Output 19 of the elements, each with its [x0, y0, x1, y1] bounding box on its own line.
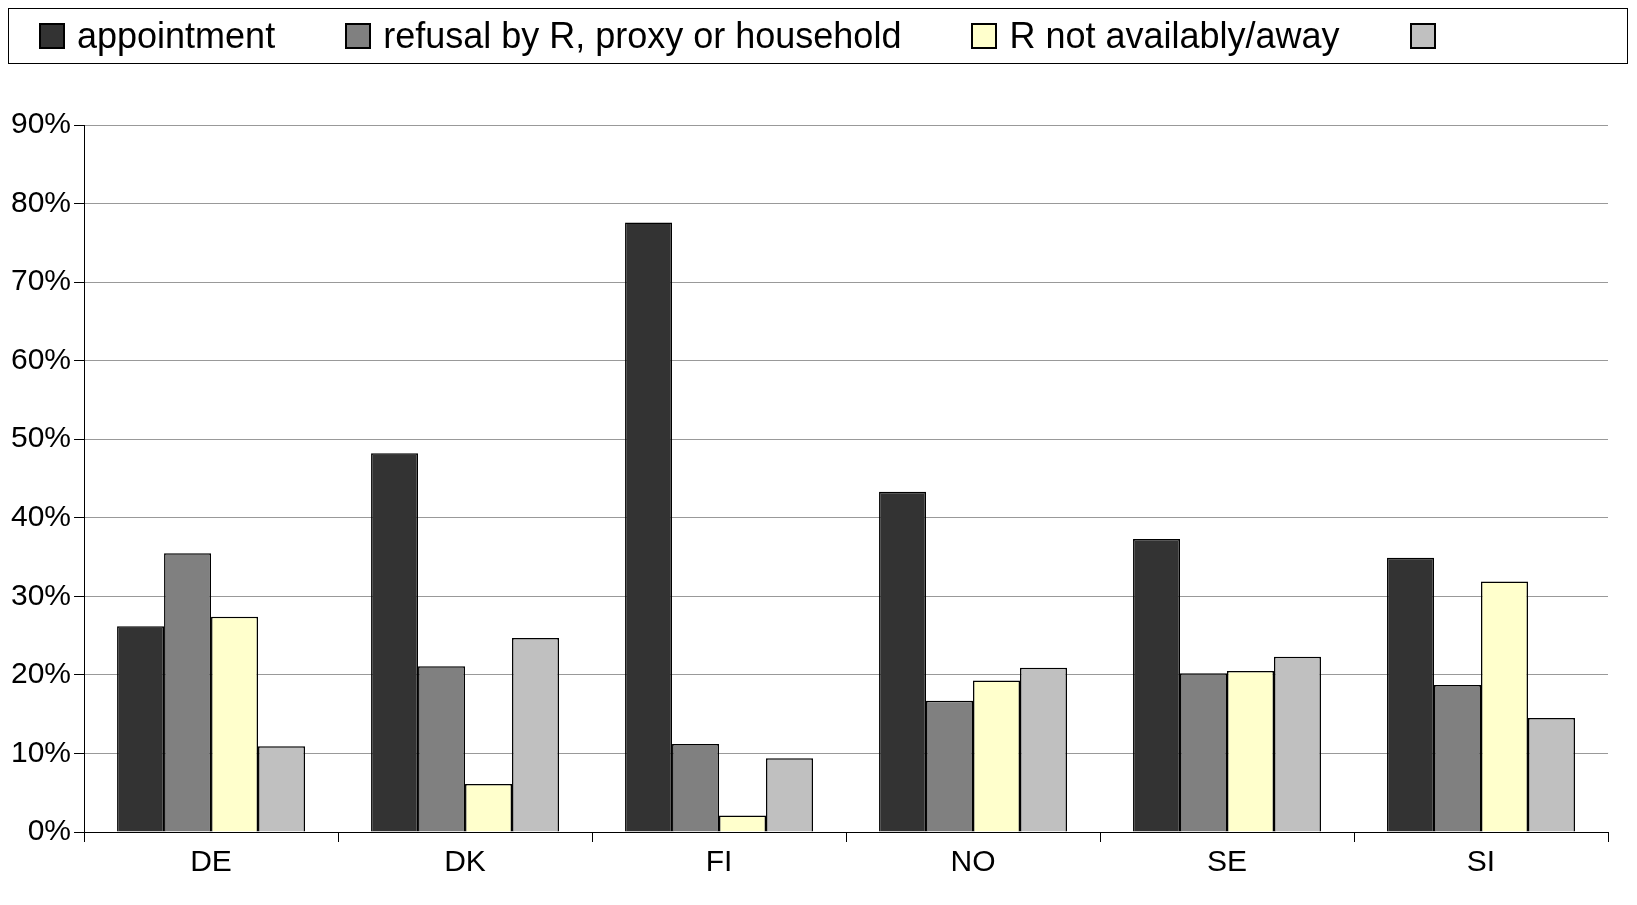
- y-tick-label: 80%: [11, 184, 72, 218]
- y-tick-label: 20%: [11, 656, 72, 690]
- x-tick-label: NO: [950, 844, 996, 878]
- legend-label: appointment: [77, 15, 276, 57]
- x-tick-label: SI: [1466, 844, 1496, 878]
- legend-label: refusal by R, proxy or household: [383, 15, 902, 57]
- y-tick-label: 50%: [11, 420, 72, 454]
- x-tick-label: SE: [1207, 844, 1248, 878]
- y-tick-label: 10%: [11, 734, 72, 768]
- y-tick-label: 90%: [11, 106, 72, 140]
- x-tick-label: DK: [444, 844, 486, 878]
- y-tick-label: 70%: [11, 263, 72, 297]
- x-tick-label: FI: [705, 844, 733, 878]
- y-tick-label: 0%: [27, 813, 72, 847]
- x-tick-label: DE: [190, 844, 232, 878]
- y-tick-label: 60%: [11, 341, 72, 375]
- y-tick-label: 30%: [11, 577, 72, 611]
- y-tick-label: 40%: [11, 499, 72, 533]
- legend-label: R not availably/away: [1009, 15, 1340, 57]
